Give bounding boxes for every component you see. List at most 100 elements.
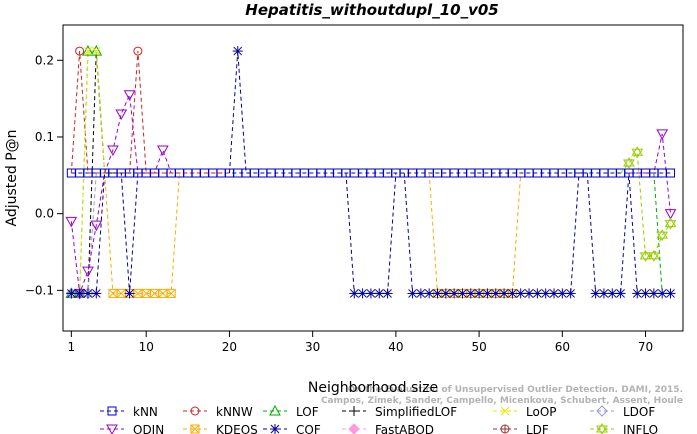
x-tick-label: 50 <box>471 340 486 354</box>
legend-marker-knnw <box>190 406 200 416</box>
y-tick-label: −0.1 <box>25 283 54 297</box>
data-point-cof <box>424 288 435 299</box>
x-tick-label: 1 <box>68 340 76 354</box>
legend-item-knn: kNN <box>100 405 158 419</box>
data-point-cof <box>474 288 485 299</box>
legend-label: COF <box>296 423 321 434</box>
data-point-odin <box>82 266 94 278</box>
watermark-line: On the Evaluation of Unsupervised Outlie… <box>348 385 683 395</box>
legend-item-inflo: INFLO <box>590 423 658 434</box>
data-point-cof <box>640 288 651 299</box>
data-point-inflo <box>631 146 644 159</box>
data-point-cof <box>382 288 393 299</box>
legend-marker-ldf <box>500 424 510 434</box>
legend-marker-fastabod <box>348 423 360 434</box>
series-points-knnw <box>75 46 143 56</box>
data-point-inflo <box>623 157 635 169</box>
x-tick-label: 40 <box>388 340 403 354</box>
series-line-odin-0 <box>70 92 172 294</box>
legend-label: kNN <box>133 405 158 419</box>
data-point-lof <box>90 45 103 56</box>
legend-item-ldf: LDF <box>493 423 549 434</box>
data-point-odin <box>123 90 136 101</box>
legend-item-loop: LoOP <box>493 405 557 419</box>
series-points-knn <box>66 168 676 178</box>
legend-item-ldof: LDOF <box>590 405 655 419</box>
data-point-odin <box>115 109 128 120</box>
watermark-line: Campos, Zimek, Sander, Campello, Micenko… <box>321 396 683 406</box>
legend-item-knnw: kNNW <box>183 405 253 419</box>
data-point-lof <box>82 45 94 56</box>
series-points-inflo <box>623 146 677 262</box>
plot-area <box>65 45 677 300</box>
data-point-cof <box>515 288 526 299</box>
data-point-knnw <box>75 46 85 56</box>
legend-marker-loop <box>500 406 510 416</box>
legend-item-simplifiedlof: SimplifiedLOF <box>342 405 457 419</box>
x-axis-label: Neighborhood size <box>308 380 438 396</box>
data-point-cof <box>665 288 676 299</box>
data-point-knn <box>666 168 676 178</box>
legend-marker-knn <box>107 406 117 416</box>
legend-label: LOF <box>296 405 319 419</box>
data-point-cof <box>415 288 426 299</box>
legend-item-fastabod: FastABOD <box>342 423 434 434</box>
data-point-odin <box>90 220 103 232</box>
axes: 1 10 20 30 40 50 60 70 −0.1 0.0 0.1 0.2 <box>25 53 653 354</box>
data-point-knnw <box>133 46 143 56</box>
legend-label: FastABOD <box>375 423 434 434</box>
data-point-cof <box>615 288 626 299</box>
legend-label: INFLO <box>623 423 658 434</box>
x-tick-label: 60 <box>555 340 570 354</box>
data-point-odin <box>656 129 669 140</box>
chart-title: Hepatitis_withoutdupl_10_v05 <box>245 1 498 19</box>
plot-frame <box>62 24 684 332</box>
data-point-odin <box>107 145 119 157</box>
data-point-cof <box>648 288 659 299</box>
x-tick-label: 30 <box>305 340 320 354</box>
data-point-cof <box>565 288 576 299</box>
legend-label: ODIN <box>133 423 164 434</box>
legend-item-cof: COF <box>263 423 321 434</box>
legend-label: LDOF <box>623 405 655 419</box>
data-point-inflo <box>639 249 652 262</box>
legend-label: KDEOS <box>216 423 258 434</box>
data-point-cof <box>124 288 135 299</box>
data-point-kdeos <box>166 288 176 298</box>
y-axis-label: Adjusted P@n <box>4 129 20 226</box>
series-inflo <box>620 150 671 257</box>
legend-item-odin: ODIN <box>100 423 164 434</box>
data-point-inflo <box>656 229 669 242</box>
data-point-odin <box>157 145 169 157</box>
legend-label: LDF <box>526 423 549 434</box>
data-point-cof <box>524 288 535 299</box>
legend-label: LoOP <box>526 405 557 419</box>
watermark: On the Evaluation of Unsupervised Outlie… <box>321 385 683 406</box>
legend-marker-inflo <box>596 423 608 434</box>
data-point-loop <box>91 46 101 56</box>
x-tick-label: 70 <box>638 340 653 354</box>
legend-label: SimplifiedLOF <box>375 405 457 419</box>
data-point-odin <box>65 216 78 228</box>
data-point-inflo <box>664 217 677 230</box>
data-point-inflo <box>647 249 660 262</box>
data-point-odin <box>664 209 677 220</box>
y-tick-label: 0.0 <box>35 207 54 221</box>
data-point-loop <box>83 46 93 56</box>
legend-marker-kdeos <box>190 424 200 434</box>
legend: kNN kNNW LOF SimplifiedLOF LoOP LDOF ODIN KDEOS… <box>100 404 658 434</box>
data-point-cof <box>91 288 102 299</box>
legend-marker-lof <box>269 404 281 416</box>
y-tick-label: 0.2 <box>35 53 54 67</box>
series-line-odin-1 <box>628 133 672 214</box>
legend-marker-simplifiedlof <box>349 406 359 416</box>
legend-marker-ldof <box>596 405 608 417</box>
legend-item-lof: LOF <box>263 404 319 419</box>
x-tick-label: 10 <box>139 340 154 354</box>
legend-item-kdeos: KDEOS <box>183 423 258 434</box>
series-odin <box>70 92 672 294</box>
data-point-cof <box>232 46 243 57</box>
x-tick-label: 20 <box>222 340 237 354</box>
legend-marker-odin <box>106 424 118 434</box>
